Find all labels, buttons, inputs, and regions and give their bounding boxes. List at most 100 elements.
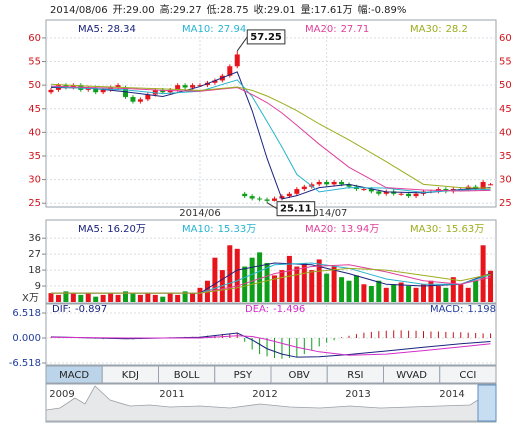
legend-value: 15.33万 xyxy=(218,224,257,235)
volume-bar xyxy=(376,280,382,302)
volume-bar xyxy=(353,275,359,302)
volume-bar xyxy=(406,286,412,302)
candle-body xyxy=(242,193,248,197)
volume-bar xyxy=(458,284,464,302)
legend-value: 1.198 xyxy=(467,304,496,315)
info-item: 幅:-0.89% xyxy=(358,3,407,16)
volume-bar xyxy=(115,294,121,302)
volume-bar xyxy=(413,287,419,302)
volume-bar xyxy=(108,293,114,302)
candle-body xyxy=(227,66,233,76)
legend-name: MA20: xyxy=(305,24,337,35)
tab-label[interactable]: RSI xyxy=(347,370,363,381)
candle-body xyxy=(391,191,397,194)
ma-line xyxy=(50,83,491,189)
legend-name: MA30: xyxy=(410,24,442,35)
y-tick-label: 35 xyxy=(28,151,41,162)
legend-value: 28.2 xyxy=(446,24,468,35)
candle-body xyxy=(115,85,121,88)
legend-name: DIF: xyxy=(52,304,71,315)
ma-line xyxy=(50,71,491,200)
navigator-year: 2013 xyxy=(345,389,370,400)
volume-bar xyxy=(100,294,106,302)
candle-body xyxy=(488,184,494,186)
candle-body xyxy=(376,191,382,194)
candle-body xyxy=(406,193,412,197)
x-tick-label: 2014/06 xyxy=(179,208,221,219)
volume-bar xyxy=(234,248,240,302)
y-tick-label: 36 xyxy=(28,233,41,244)
legend-value: 15.63万 xyxy=(446,224,485,235)
volume-unit: X万 xyxy=(22,293,39,304)
candle-body xyxy=(294,189,300,194)
volume-bar xyxy=(123,291,128,302)
tab-label[interactable]: KDJ xyxy=(122,370,139,381)
volume-bar xyxy=(301,263,307,302)
volume-bar xyxy=(264,263,270,302)
legend-value: -1.496 xyxy=(273,304,305,315)
volume-bar xyxy=(145,293,151,302)
candle-body xyxy=(264,199,270,201)
y-tick-label: 9 xyxy=(35,281,41,292)
candle-body xyxy=(100,89,106,93)
legend-value: 13.94万 xyxy=(341,224,380,235)
volume-bar xyxy=(78,294,84,302)
callout-label: 25.11 xyxy=(280,204,312,215)
tab-label[interactable]: OBV xyxy=(288,370,309,381)
ma-line xyxy=(51,267,491,294)
x-tick-label: 2014/07 xyxy=(306,208,348,219)
tab-label[interactable]: PSY xyxy=(234,370,253,381)
volume-bar xyxy=(391,284,397,302)
candle-body xyxy=(361,189,367,191)
volume-bar xyxy=(286,255,292,302)
volume-bar xyxy=(428,280,434,302)
navigator-handle[interactable] xyxy=(477,384,497,422)
volume-bar xyxy=(63,291,69,302)
candle-body xyxy=(234,54,240,67)
volume-bar xyxy=(242,266,248,302)
candle-body xyxy=(301,186,307,190)
legend-value: -0.897 xyxy=(75,304,107,315)
info-item: 开:29.00 xyxy=(113,5,155,16)
y-tick-label-right: 25 xyxy=(499,198,512,209)
volume-bar xyxy=(55,294,61,302)
candle-body xyxy=(331,181,337,185)
candle-body xyxy=(383,191,389,194)
y-tick-label: 50 xyxy=(28,80,41,91)
ma-line xyxy=(50,85,491,192)
info-item: 2014/08/06 xyxy=(50,5,108,16)
volume-bar xyxy=(309,270,315,302)
navigator-year: 2011 xyxy=(159,389,184,400)
legend-value: 27.71 xyxy=(341,24,370,35)
navigator-year: 2009 xyxy=(49,389,74,400)
tab[interactable] xyxy=(439,365,497,384)
y-tick-label-right: 35 xyxy=(499,151,512,162)
volume-bar xyxy=(450,277,456,302)
candle-body xyxy=(316,181,322,185)
candle-body xyxy=(130,96,136,102)
candle-body xyxy=(190,85,196,88)
volume-bar xyxy=(272,275,277,302)
tab-label[interactable]: MACD xyxy=(59,370,89,381)
volume-bar xyxy=(383,287,389,302)
candle-body xyxy=(167,89,173,93)
price-panel xyxy=(45,19,497,208)
tab-label[interactable]: WVAD xyxy=(396,370,427,381)
legend-name: MA5: xyxy=(78,224,103,235)
y-tick-label: 60 xyxy=(28,33,41,44)
y-tick-label-right: 45 xyxy=(499,104,512,115)
volume-bar xyxy=(361,284,367,302)
candle-body xyxy=(398,193,404,195)
tab-label[interactable]: BOLL xyxy=(174,370,200,381)
legend-name: MA30: xyxy=(410,224,442,235)
candle-body xyxy=(197,85,203,87)
candle-body xyxy=(249,196,255,199)
tab-label[interactable]: CCI xyxy=(459,370,476,381)
y-tick-label: 18 xyxy=(28,265,41,276)
candle-body xyxy=(93,87,99,93)
volume-bar xyxy=(488,270,494,302)
candle-body xyxy=(346,184,352,187)
legend-name: MA20: xyxy=(305,224,337,235)
volume-bar xyxy=(435,286,441,302)
y-tick-label: 55 xyxy=(28,57,41,68)
